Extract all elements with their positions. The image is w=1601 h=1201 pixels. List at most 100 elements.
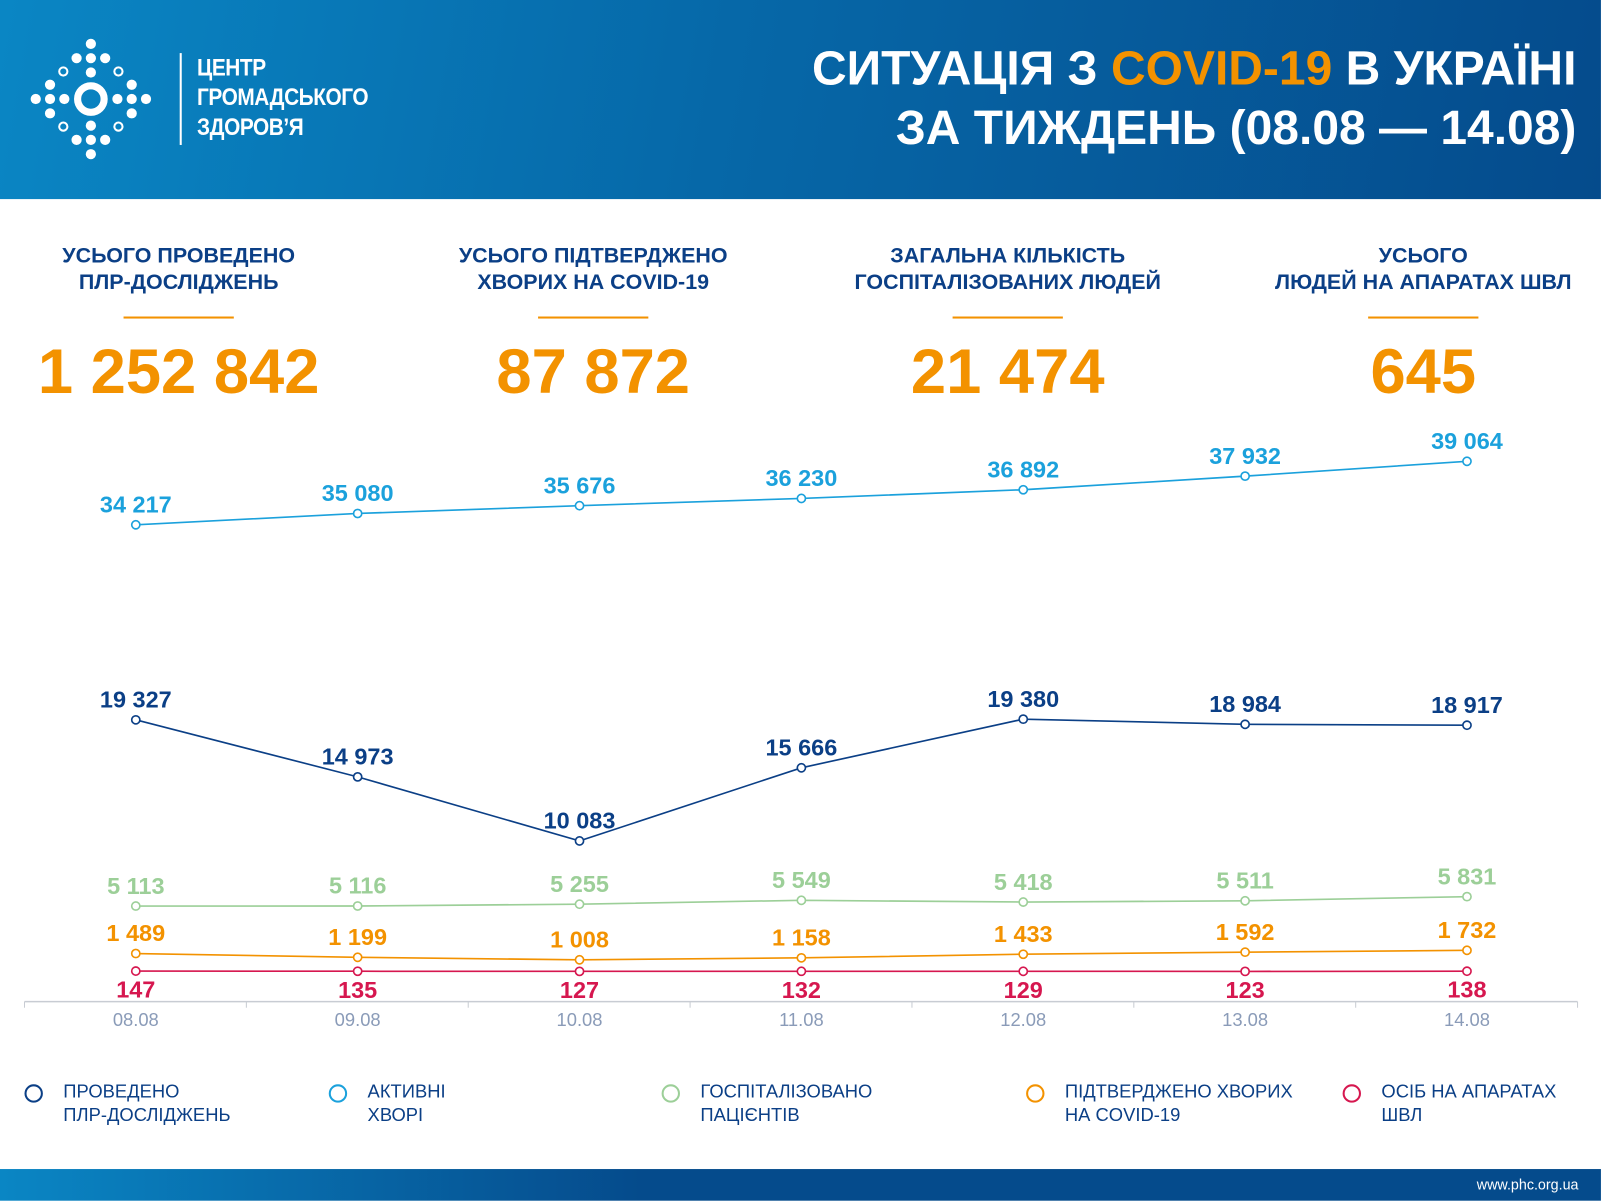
x-tick-label: 08.08 [113, 1009, 159, 1030]
data-label: 1 008 [550, 927, 609, 953]
data-label: 5 116 [329, 873, 386, 899]
title-highlight: COVID-19 [1110, 40, 1333, 95]
data-point [130, 966, 141, 976]
data-label: 15 666 [765, 735, 837, 761]
title-text: СИТУАЦІЯ З [811, 40, 1111, 95]
data-point [1240, 719, 1251, 730]
data-label: 1 592 [1216, 919, 1275, 945]
legend-label: ПІДТВЕРДЖЕНО ХВОРИХ НА COVID-19 [1064, 1081, 1293, 1126]
data-point [796, 952, 807, 963]
data-label: 36 892 [987, 456, 1059, 482]
data-label: 1 158 [772, 925, 831, 951]
data-label: 5 113 [107, 873, 164, 899]
org-name-line: ЗДОРОВ’Я [197, 113, 304, 141]
legend-label: ГОСПІТАЛІЗОВАНО ПАЦІЄНТІВ [700, 1081, 873, 1126]
data-point [1462, 966, 1472, 977]
stat-label: ХВОРИХ НА COVID-19 [477, 270, 710, 295]
stat-total-confirmed: УСЬОГО ПІДТВЕРДЖЕНО ХВОРИХ НА COVID-19 8… [399, 243, 787, 408]
legend-item: ПРОВЕДЕНО ПЛР-ДОСЛІДЖЕНЬ [24, 1080, 231, 1127]
data-point [1240, 471, 1251, 482]
data-label: 37 932 [1209, 443, 1281, 469]
legend-label: ПРОВЕДЕНО ПЛР-ДОСЛІДЖЕНЬ [63, 1081, 231, 1126]
stat-value: 1 252 842 [37, 336, 320, 408]
legend-marker-icon [1342, 1084, 1361, 1103]
stat-total-tests: УСЬОГО ПРОВЕДЕНО ПЛР-ДОСЛІДЖЕНЬ 1 252 84… [0, 243, 373, 408]
x-tick-label: 12.08 [1000, 1009, 1046, 1030]
data-point [1462, 456, 1472, 467]
footer-bar: www.phc.org.ua [0, 1169, 1601, 1201]
data-point [1018, 949, 1029, 960]
stat-value: 21 474 [910, 336, 1105, 408]
data-point [130, 519, 141, 530]
org-name-line: ГРОМАДСЬКОГО [197, 83, 369, 112]
stat-label: ГОСПІТАЛІЗОВАНИХ ЛЮДЕЙ [854, 270, 1161, 295]
legend-item: ОСІБ НА АПАРАТАХ ШВЛ [1342, 1080, 1557, 1127]
data-point [352, 966, 363, 977]
data-point [1462, 891, 1472, 902]
title-period: ЗА ТИЖДЕНЬ (08.08 — 14.08) [895, 100, 1577, 155]
data-label: 129 [1004, 977, 1043, 1003]
data-label: 10 083 [544, 808, 616, 834]
data-label: 5 255 [550, 871, 609, 897]
header-banner: ЦЕНТР ГРОМАДСЬКОГО ЗДОРОВ’Я СИТУАЦІЯ З C… [0, 0, 1601, 200]
data-point [1240, 966, 1251, 977]
stat-divider [1368, 316, 1479, 319]
data-label: 138 [1447, 977, 1486, 1003]
data-point [574, 500, 585, 511]
stat-divider [538, 316, 649, 319]
data-point [574, 966, 585, 977]
stat-label: ЛЮДЕЙ НА АПАРАТАХ ШВЛ [1275, 270, 1572, 295]
page-title: СИТУАЦІЯ З COVID-19 В УКРАЇНІ ЗА ТИЖДЕНЬ… [812, 39, 1576, 157]
legend-marker-icon [24, 1084, 43, 1103]
data-point [1018, 714, 1029, 725]
data-label: 39 064 [1431, 428, 1503, 454]
legend-item: ПІДТВЕРДЖЕНО ХВОРИХ НА COVID-19 [1026, 1080, 1293, 1127]
data-point [352, 952, 363, 963]
data-point [796, 895, 807, 906]
data-label: 135 [338, 977, 377, 1003]
legend-item: ГОСПІТАЛІЗОВАНО ПАЦІЄНТІВ [661, 1080, 873, 1127]
data-label: 1 489 [106, 920, 165, 946]
legend-marker-icon [661, 1084, 680, 1103]
data-label: 5 549 [772, 867, 831, 893]
data-label: 5 831 [1438, 863, 1497, 889]
stat-total-hospitalized: ЗАГАЛЬНА КІЛЬКІСТЬ ГОСПІТАЛІЗОВАНИХ ЛЮДЕ… [814, 243, 1202, 408]
data-point [796, 966, 807, 977]
legend-marker-icon [1026, 1084, 1045, 1103]
data-point [130, 901, 141, 911]
data-point [130, 714, 141, 725]
data-point [796, 493, 807, 504]
data-label: 14 973 [322, 744, 394, 770]
stat-value: 645 [1370, 336, 1477, 408]
data-point [574, 899, 585, 910]
legend-label: ОСІБ НА АПАРАТАХ ШВЛ [1381, 1081, 1557, 1126]
data-point [130, 948, 141, 959]
data-label: 19 327 [100, 687, 172, 713]
data-point [796, 762, 807, 773]
org-name: ЦЕНТР ГРОМАДСЬКОГО ЗДОРОВ’Я [197, 53, 369, 142]
stat-divider [952, 316, 1063, 319]
website-link[interactable]: www.phc.org.ua [1476, 1176, 1579, 1193]
data-label: 123 [1226, 977, 1265, 1003]
data-label: 127 [560, 977, 599, 1003]
phc-logo-icon [30, 38, 152, 160]
stat-divider [123, 316, 234, 319]
data-point [1018, 897, 1029, 907]
data-label: 5 511 [1216, 868, 1273, 894]
stat-label: УСЬОГО [1378, 244, 1468, 268]
data-label: 1 433 [994, 921, 1053, 947]
data-label: 35 080 [322, 480, 394, 506]
data-point [574, 954, 585, 965]
legend-item: АКТИВНІ ХВОРІ [328, 1080, 446, 1127]
stat-label: УСЬОГО ПІДТВЕРДЖЕНО [458, 244, 728, 268]
data-point [1462, 945, 1472, 956]
org-name-line: ЦЕНТР [197, 54, 266, 82]
legend-marker-icon [328, 1084, 348, 1103]
data-point [1018, 484, 1029, 495]
data-label: 35 676 [544, 472, 616, 498]
data-label: 18 984 [1209, 691, 1281, 717]
stat-label: ПЛР-ДОСЛІДЖЕНЬ [78, 270, 279, 295]
data-label: 147 [116, 977, 155, 1003]
data-point [1018, 966, 1029, 977]
